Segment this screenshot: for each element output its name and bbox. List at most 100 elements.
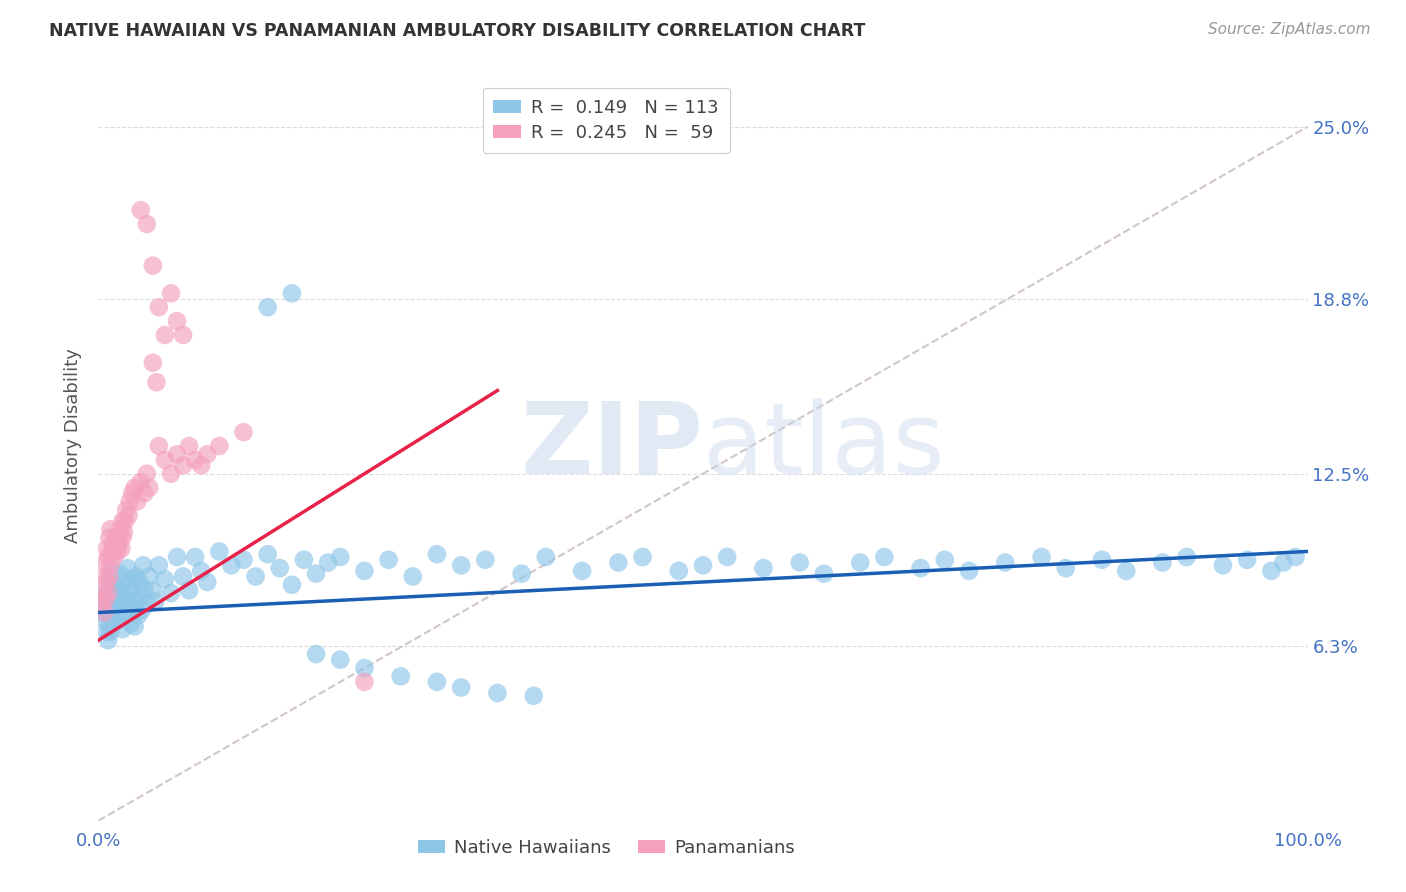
Point xyxy=(134,583,156,598)
Point xyxy=(910,561,932,575)
Point xyxy=(114,514,136,528)
Point xyxy=(353,564,375,578)
Point xyxy=(97,633,120,648)
Point xyxy=(100,544,122,558)
Point xyxy=(1212,558,1234,573)
Point xyxy=(118,597,141,611)
Point xyxy=(108,522,131,536)
Point xyxy=(668,564,690,578)
Point xyxy=(129,589,152,603)
Point xyxy=(132,558,155,573)
Point xyxy=(98,578,121,592)
Point xyxy=(101,536,124,550)
Point xyxy=(1115,564,1137,578)
Point xyxy=(160,586,183,600)
Point xyxy=(93,606,115,620)
Point xyxy=(195,447,218,461)
Point xyxy=(134,486,156,500)
Point xyxy=(110,541,132,556)
Point xyxy=(426,674,449,689)
Point xyxy=(534,549,557,564)
Point xyxy=(353,674,375,689)
Point xyxy=(96,624,118,639)
Point xyxy=(125,569,148,583)
Point xyxy=(103,591,125,606)
Point xyxy=(117,561,139,575)
Point xyxy=(118,508,141,523)
Point xyxy=(716,549,738,564)
Point xyxy=(145,375,167,389)
Point xyxy=(153,572,176,586)
Point xyxy=(107,594,129,608)
Point xyxy=(118,494,141,508)
Point xyxy=(269,561,291,575)
Point xyxy=(115,503,138,517)
Point xyxy=(94,556,117,570)
Point xyxy=(100,606,122,620)
Point xyxy=(148,300,170,314)
Point xyxy=(114,591,136,606)
Point xyxy=(135,597,157,611)
Point xyxy=(91,606,114,620)
Point xyxy=(93,591,115,606)
Point xyxy=(127,608,149,623)
Point xyxy=(100,558,122,573)
Text: Source: ZipAtlas.com: Source: ZipAtlas.com xyxy=(1208,22,1371,37)
Point xyxy=(450,558,472,573)
Point xyxy=(138,569,160,583)
Point xyxy=(752,561,775,575)
Point xyxy=(166,314,188,328)
Point xyxy=(101,611,124,625)
Point xyxy=(124,481,146,495)
Point xyxy=(305,647,328,661)
Point xyxy=(692,558,714,573)
Point xyxy=(127,594,149,608)
Point xyxy=(128,574,150,589)
Point xyxy=(118,581,141,595)
Point xyxy=(108,583,131,598)
Point xyxy=(100,586,122,600)
Point xyxy=(510,566,533,581)
Point xyxy=(305,566,328,581)
Point xyxy=(172,458,194,473)
Point xyxy=(1284,549,1306,564)
Point xyxy=(105,531,128,545)
Point xyxy=(153,328,176,343)
Point xyxy=(402,569,425,583)
Point xyxy=(96,586,118,600)
Point xyxy=(172,569,194,583)
Point xyxy=(184,549,207,564)
Point xyxy=(208,544,231,558)
Point xyxy=(873,549,896,564)
Point xyxy=(166,447,188,461)
Point xyxy=(105,578,128,592)
Point xyxy=(377,553,399,567)
Point xyxy=(232,553,254,567)
Point xyxy=(148,558,170,573)
Point xyxy=(108,599,131,614)
Point xyxy=(127,494,149,508)
Point xyxy=(256,300,278,314)
Point xyxy=(994,556,1017,570)
Point xyxy=(121,486,143,500)
Point xyxy=(142,259,165,273)
Point xyxy=(190,458,212,473)
Point xyxy=(256,547,278,561)
Point xyxy=(100,564,122,578)
Point xyxy=(111,622,134,636)
Text: atlas: atlas xyxy=(703,398,945,494)
Point xyxy=(111,531,134,545)
Point xyxy=(184,453,207,467)
Text: ZIP: ZIP xyxy=(520,398,703,494)
Point xyxy=(108,566,131,581)
Point xyxy=(245,569,267,583)
Point xyxy=(631,549,654,564)
Point xyxy=(450,681,472,695)
Point xyxy=(195,574,218,589)
Point xyxy=(179,439,201,453)
Point xyxy=(115,606,138,620)
Point xyxy=(94,591,117,606)
Point xyxy=(142,356,165,370)
Point xyxy=(96,574,118,589)
Point xyxy=(172,328,194,343)
